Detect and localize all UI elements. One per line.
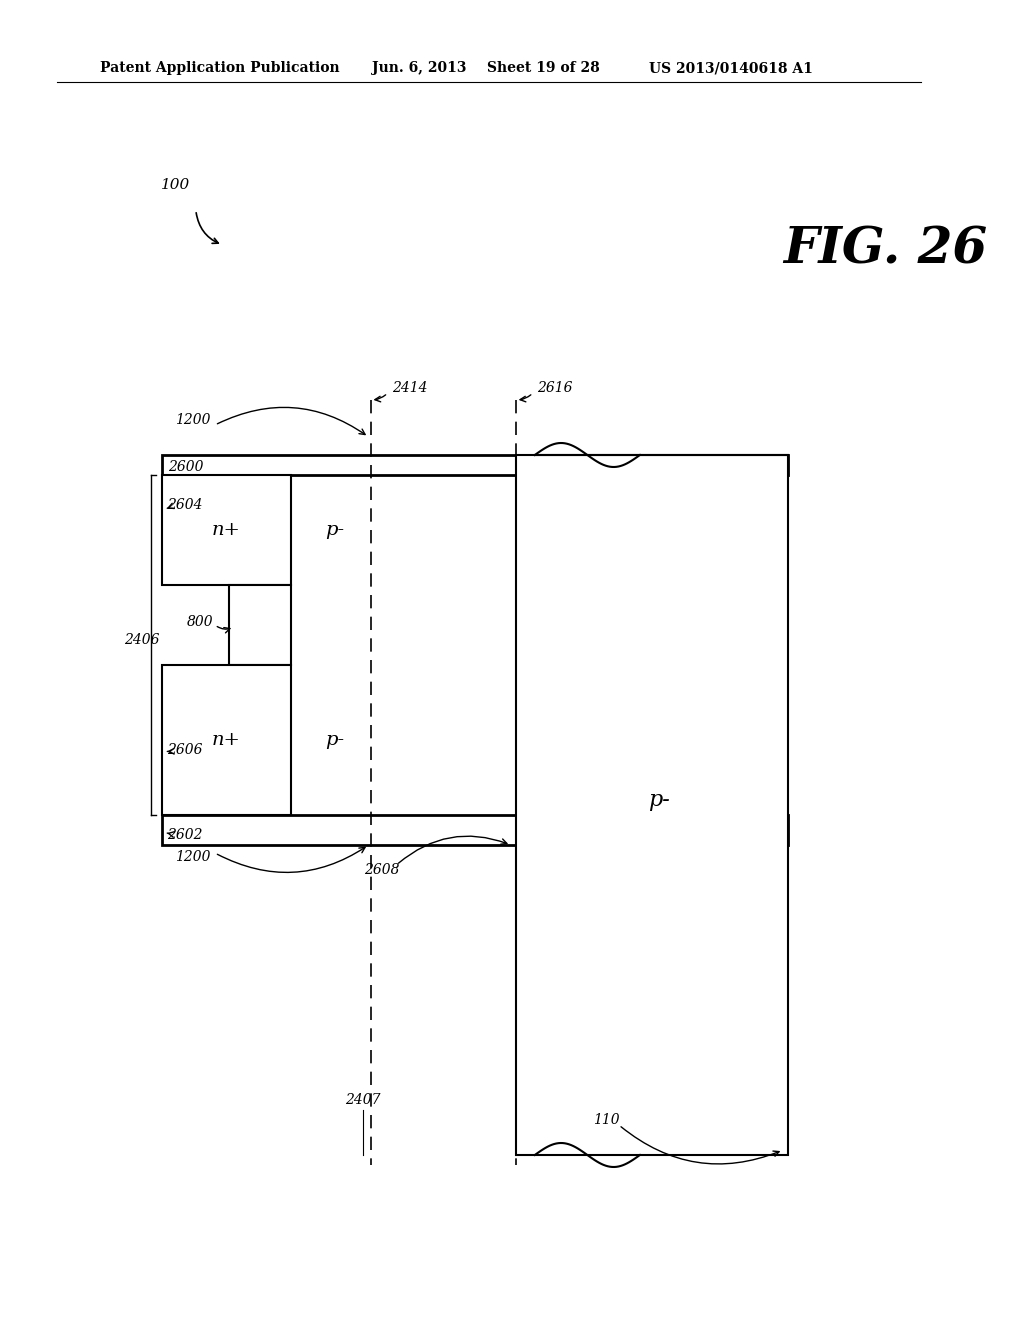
- Text: 2608: 2608: [365, 863, 399, 876]
- Bar: [163, 665, 291, 814]
- Text: Sheet 19 of 28: Sheet 19 of 28: [487, 61, 600, 75]
- Text: 1200: 1200: [175, 413, 211, 426]
- Text: US 2013/0140618 A1: US 2013/0140618 A1: [649, 61, 813, 75]
- Text: 2406: 2406: [124, 634, 159, 647]
- Text: 2606: 2606: [167, 743, 202, 756]
- Text: 2616: 2616: [537, 381, 572, 395]
- Text: p-: p-: [325, 731, 344, 748]
- Bar: [163, 814, 787, 845]
- Text: 2604: 2604: [167, 498, 202, 512]
- Text: 2600: 2600: [169, 459, 204, 474]
- Text: n+: n+: [212, 521, 241, 539]
- Text: 1200: 1200: [175, 850, 211, 865]
- Bar: [163, 455, 787, 475]
- Text: 2602: 2602: [167, 828, 202, 842]
- Bar: [163, 475, 291, 585]
- Text: p-: p-: [325, 521, 344, 539]
- Text: p-: p-: [648, 789, 670, 810]
- Text: Jun. 6, 2013: Jun. 6, 2013: [373, 61, 467, 75]
- Text: Patent Application Publication: Patent Application Publication: [100, 61, 340, 75]
- Text: 2407: 2407: [345, 1093, 381, 1107]
- Text: 110: 110: [593, 1113, 620, 1127]
- Text: n+: n+: [212, 731, 241, 748]
- Text: FIG. 26: FIG. 26: [783, 226, 987, 275]
- Text: 2414: 2414: [391, 381, 427, 395]
- Text: 800: 800: [187, 615, 214, 630]
- Text: 100: 100: [161, 178, 189, 191]
- Bar: [229, 585, 291, 665]
- Bar: [516, 455, 787, 1155]
